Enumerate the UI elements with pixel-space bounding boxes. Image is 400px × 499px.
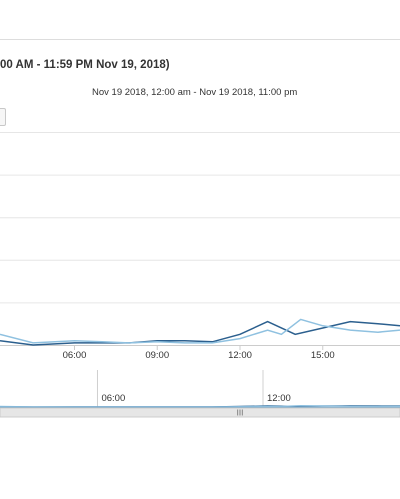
series-layer [0, 318, 400, 346]
navigator-label: 12:00 [267, 393, 291, 404]
x-tick-label: 06:00 [63, 350, 87, 361]
x-tick-label: 12:00 [228, 350, 252, 361]
date-range-title: 00 AM - 11:59 PM Nov 19, 2018) [0, 59, 170, 71]
navigator-bg [0, 370, 400, 410]
x-tick-label: 09:00 [145, 350, 169, 361]
series-line-1 [0, 320, 400, 346]
line-chart: 06:00 09:00 12:00 15:00 06:00 12:00 III [0, 130, 400, 420]
x-tick-label: 15:00 [311, 350, 335, 361]
chart-option-button[interactable] [0, 108, 6, 126]
chart-subtitle: Nov 19 2018, 12:00 am - Nov 19 2018, 11:… [92, 87, 298, 98]
series-line-2 [0, 318, 400, 344]
navigator-scrollbar[interactable] [0, 407, 400, 418]
scrollbar-grip[interactable]: III [237, 409, 244, 418]
chart-svg: 06:00 09:00 12:00 15:00 06:00 12:00 III [0, 132, 400, 418]
navigator[interactable]: 06:00 12:00 III [0, 370, 400, 418]
x-axis: 06:00 09:00 12:00 15:00 [63, 345, 335, 361]
grid-layer [0, 132, 400, 346]
top-divider [0, 39, 400, 40]
navigator-label: 06:00 [101, 393, 125, 404]
